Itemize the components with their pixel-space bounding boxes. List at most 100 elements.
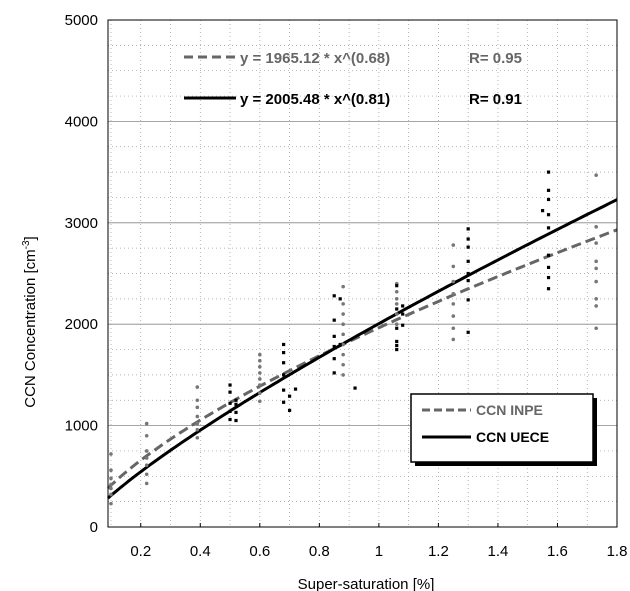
point-inpe <box>258 377 262 381</box>
point-uece <box>466 298 470 302</box>
point-inpe <box>594 241 598 245</box>
point-uece <box>228 401 232 405</box>
point-uece <box>466 278 470 283</box>
point-uece <box>546 188 551 192</box>
x-tick-label: 1.4 <box>488 543 509 560</box>
y-axis-label-main: CCN Concentration [cm <box>22 249 39 407</box>
legend-uece-label: CCN UECE <box>476 429 549 445</box>
point-inpe <box>394 312 399 316</box>
point-inpe <box>451 326 456 331</box>
y-tick-label: 5000 <box>65 12 98 29</box>
point-uece <box>546 213 551 217</box>
point-uece <box>282 400 286 404</box>
point-uece <box>546 287 551 291</box>
y-tick-labels: 0 1000 2000 3000 4000 5000 <box>65 12 98 536</box>
point-uece <box>395 284 399 288</box>
point-uece <box>466 237 470 241</box>
point-uece <box>332 357 336 361</box>
x-axis-label: Super-saturation [%] <box>298 576 435 591</box>
equation-inpe-r: R= 0.95 <box>469 50 522 67</box>
point-inpe <box>394 302 399 306</box>
point-uece <box>338 342 342 347</box>
point-uece <box>282 373 286 377</box>
point-uece <box>332 318 336 322</box>
point-inpe <box>451 337 456 342</box>
point-inpe <box>195 421 200 426</box>
data-points <box>109 170 598 506</box>
x-tick-label: 1.6 <box>547 543 568 560</box>
point-inpe <box>394 297 399 301</box>
point-uece <box>234 418 238 423</box>
fit-curve-ccn-inpe <box>106 228 618 490</box>
point-uece <box>466 330 470 334</box>
point-inpe <box>195 385 200 389</box>
point-uece <box>282 361 286 365</box>
plot-frame <box>107 19 618 528</box>
point-inpe <box>341 352 345 357</box>
point-inpe <box>341 373 345 377</box>
point-uece <box>353 386 357 390</box>
point-inpe <box>451 264 456 269</box>
point-uece <box>395 307 399 311</box>
legend-inpe-label: CCN INPE <box>476 402 543 418</box>
point-uece <box>466 227 470 231</box>
point-uece <box>466 245 470 249</box>
point-inpe <box>195 398 200 403</box>
point-uece <box>228 383 232 387</box>
point-inpe <box>195 405 200 410</box>
point-inpe <box>341 312 345 316</box>
point-uece <box>546 197 551 202</box>
point-inpe <box>144 456 149 460</box>
point-uece <box>282 342 286 347</box>
point-uece <box>234 402 238 406</box>
point-uece <box>546 275 551 280</box>
point-inpe <box>109 468 113 473</box>
y-tick-label: 1000 <box>65 418 98 435</box>
fit-curve-ccn-uece <box>107 198 618 500</box>
point-uece <box>287 394 292 398</box>
x-tick-label: 1 <box>375 543 383 560</box>
equation-uece-text: y = 2005.48 * x^(0.81) <box>240 91 390 108</box>
point-inpe <box>109 486 113 491</box>
point-inpe <box>594 173 598 177</box>
point-inpe <box>195 435 200 440</box>
point-inpe <box>109 476 113 481</box>
point-uece <box>546 170 551 174</box>
point-inpe <box>258 399 262 404</box>
point-uece <box>282 350 286 355</box>
point-inpe <box>341 362 345 367</box>
point-inpe <box>341 332 345 337</box>
point-inpe <box>109 501 113 506</box>
point-inpe <box>594 297 598 301</box>
point-inpe <box>451 243 456 247</box>
point-uece <box>401 304 405 308</box>
y-axis-label: CCN Concentration [cm-3] <box>21 236 39 407</box>
point-uece <box>466 271 470 276</box>
point-inpe <box>594 225 598 229</box>
point-uece <box>332 344 336 349</box>
point-uece <box>332 371 336 375</box>
point-uece <box>401 323 405 327</box>
point-inpe <box>341 322 345 327</box>
point-inpe <box>195 414 200 419</box>
point-inpe <box>258 371 262 375</box>
point-inpe <box>451 279 456 284</box>
point-inpe <box>195 427 200 432</box>
point-inpe <box>341 342 345 347</box>
point-uece <box>332 334 336 338</box>
y-tick-label: 3000 <box>65 215 98 232</box>
point-uece <box>234 398 238 402</box>
x-tick-label: 0.6 <box>249 543 270 560</box>
x-tick-labels: 0.2 0.4 0.6 0.8 1 1.2 1.4 1.6 1.8 <box>130 523 627 560</box>
fit-curves <box>106 198 618 500</box>
x-tick-label: 1.2 <box>428 543 449 560</box>
point-inpe <box>594 326 598 331</box>
point-inpe <box>258 364 262 369</box>
point-uece <box>395 347 399 352</box>
legend-box <box>410 393 594 463</box>
point-uece <box>540 209 545 213</box>
y-axis-label-close: ] <box>22 236 39 240</box>
point-uece <box>395 326 399 330</box>
